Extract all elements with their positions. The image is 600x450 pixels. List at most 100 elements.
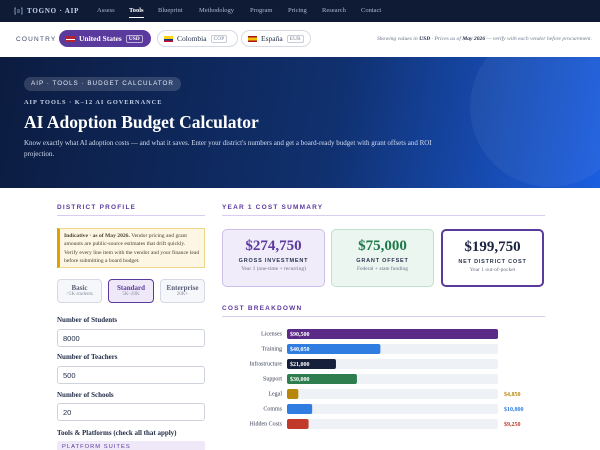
field-label: Tools & Platforms (check all that apply): [57, 429, 177, 437]
bar-track: [287, 419, 498, 429]
card-sub: Year 1 (one-time + recurring): [241, 266, 306, 272]
country-label: COUNTRY: [16, 36, 57, 43]
flag: [164, 35, 173, 42]
logo[interactable]: TOGNO · AIP: [27, 7, 80, 15]
section-rule: [57, 215, 205, 216]
summary-card: $199,750 NET DISTRICT COST Year 1 out-of-p…: [441, 229, 544, 287]
bar: [287, 374, 357, 384]
country-option[interactable]: Colombia COP: [157, 30, 238, 47]
card-sub: Federal + state funding: [357, 266, 408, 272]
field-label: Number of Students: [57, 316, 118, 324]
bar-track: [287, 404, 498, 414]
card-value: $75,000: [358, 238, 407, 254]
cost-label: Comms: [263, 406, 282, 412]
flag: [66, 35, 75, 42]
size-option-selected[interactable]: Standard 5K–20K: [108, 279, 154, 303]
cost-label: Training: [262, 346, 282, 352]
section-heading: COST BREAKDOWN: [222, 305, 303, 312]
bar-track: [287, 389, 498, 399]
section-heading: DISTRICT PROFILE: [57, 204, 137, 211]
country-name: Colombia: [177, 34, 207, 43]
hero-title: AI Adoption Budget Calculator: [24, 112, 259, 132]
size-name: Basic: [71, 284, 88, 292]
bar: [287, 344, 381, 354]
size-range: 5K–20K: [122, 292, 140, 297]
card-label: NET DISTRICT COST: [458, 259, 527, 265]
bar-value: $90,500: [290, 331, 310, 338]
pricing-note: Showing values in USD · Prices as of May…: [377, 36, 592, 42]
field-label: Number of Schools: [57, 391, 114, 399]
cost-label: Hidden Costs: [249, 421, 282, 427]
bar-track: [287, 359, 498, 369]
country-name: United States: [79, 34, 122, 43]
nav-link[interactable]: Pricing: [288, 7, 307, 14]
card-sub: Year 1 out-of-pocket: [469, 267, 516, 273]
bar: [287, 359, 336, 369]
logo-icon: [14, 7, 23, 15]
size-name: Enterprise: [166, 284, 199, 292]
notice: Indicative · as of May 2026. Vendor pric…: [57, 228, 205, 268]
notice-lead: Indicative · as of May 2026.: [64, 233, 130, 239]
note-text: — verify with each vendor before procure…: [485, 36, 592, 42]
bar: [287, 329, 498, 339]
bar-value: $21,000: [290, 361, 310, 368]
nav-link-active[interactable]: Tools: [129, 7, 144, 18]
nav-link[interactable]: Research: [322, 7, 346, 14]
cost-label: Legal: [268, 391, 282, 397]
note-emphasis: May 2026: [462, 36, 486, 42]
note-text: · Prices as of: [430, 36, 463, 42]
currency-code: USD: [125, 34, 143, 43]
summary-card: $75,000 GRANT OFFSET Federal + state fundi…: [331, 229, 434, 287]
size-range: <5K students: [66, 292, 93, 297]
bar-value: $10,800: [504, 406, 524, 413]
bar-value: $4,850: [504, 391, 521, 398]
cost-label: Support: [263, 376, 282, 382]
top-nav: TOGNO · AIP Assess Tools Blueprint Metho…: [0, 0, 600, 22]
nav-link[interactable]: Contact: [361, 7, 382, 14]
card-value: $199,750: [464, 239, 521, 255]
bar: [287, 389, 299, 399]
section-heading: YEAR 1 COST SUMMARY: [222, 204, 324, 211]
flag: [248, 35, 257, 42]
size-name: Standard: [116, 284, 145, 292]
nav-link[interactable]: Blueprint: [158, 7, 183, 14]
card-value: $274,750: [245, 238, 302, 254]
breadcrumb: AIP · TOOLS · BUDGET CALCULATOR: [24, 77, 181, 91]
section-rule: [222, 215, 545, 216]
hero: [0, 27, 600, 188]
hero-decor: [470, 27, 600, 187]
group-header: PLATFORM SUITES: [57, 441, 205, 450]
number-input[interactable]: 20: [57, 403, 205, 421]
notice-text: Vendor pricing and grant amounts are pub…: [64, 233, 200, 264]
card-label: GROSS INVESTMENT: [238, 258, 309, 264]
cost-label: Licenses: [261, 331, 283, 337]
currency-code: COP: [210, 34, 228, 43]
hero-description: Know exactly what AI adoption costs — an…: [24, 139, 432, 158]
country-option[interactable]: España EUR: [241, 30, 311, 47]
bar: [287, 404, 313, 414]
bar-value: $30,000: [290, 376, 310, 383]
card-label: GRANT OFFSET: [356, 258, 409, 264]
size-range: 20K+: [176, 292, 189, 297]
number-input[interactable]: 8000: [57, 329, 205, 347]
summary-card: $274,750 GROSS INVESTMENT Year 1 (one-time…: [222, 229, 325, 287]
size-option[interactable]: Enterprise 20K+: [160, 279, 205, 303]
size-option[interactable]: Basic <5K students: [57, 279, 102, 303]
note-emphasis: USD: [419, 36, 431, 42]
nav-link[interactable]: Program: [250, 7, 273, 14]
number-input[interactable]: 500: [57, 366, 205, 384]
nav-link[interactable]: Methodology: [199, 7, 235, 14]
country-option[interactable]: United States USD: [59, 30, 151, 47]
eyebrow: AIP TOOLS · K–12 AI GOVERNANCE: [24, 99, 163, 106]
bar-value: $40,050: [290, 346, 310, 353]
note-text: Showing values in: [376, 36, 420, 42]
section-rule: [222, 316, 545, 317]
nav-link[interactable]: Assess: [97, 7, 115, 14]
cost-label: Infrastructure: [249, 360, 282, 367]
bar-value: $9,250: [504, 421, 521, 428]
bar: [287, 419, 309, 429]
country-name: España: [261, 34, 283, 43]
field-label: Number of Teachers: [57, 353, 118, 361]
